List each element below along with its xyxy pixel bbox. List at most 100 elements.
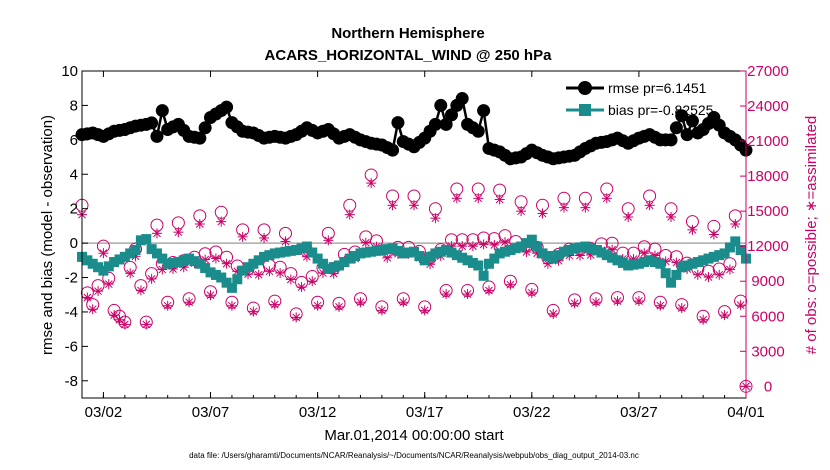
bias-point — [617, 257, 628, 268]
legend-bias-label: bias pr=-0.82525 — [608, 102, 714, 118]
bias-point — [500, 246, 511, 257]
y-right-tick-label: 18000 — [747, 168, 789, 185]
bias-point — [103, 261, 114, 272]
bias-point — [687, 258, 698, 269]
obs-assimilated-point — [275, 268, 286, 279]
obs-assimilated-point — [703, 272, 714, 283]
x-tick-label: 03/07 — [192, 404, 230, 421]
obs-assimilated-point — [505, 279, 516, 290]
bias-point — [141, 234, 152, 245]
rmse-point — [150, 129, 164, 143]
rmse-point — [391, 116, 405, 130]
bias-point — [151, 248, 162, 259]
bias-point — [457, 252, 468, 263]
bias-point — [376, 244, 387, 255]
y-axis-left: -8 -6 -4 -2 0 2 4 6 8 10 — [61, 63, 88, 390]
bias-point — [633, 258, 644, 269]
obs-assimilated-point — [259, 233, 270, 244]
legend-bias-marker — [579, 104, 591, 116]
y-tick-label: 4 — [70, 166, 78, 183]
x-axis-label: Mar.01,2014 00:00:00 start — [324, 427, 504, 444]
bias-point — [537, 248, 548, 259]
obs-assimilated-point — [291, 312, 302, 323]
bias-point — [628, 259, 639, 270]
bias-point — [735, 244, 746, 255]
obs-assimilated-point — [253, 269, 264, 280]
bias-point — [430, 248, 441, 259]
bias-point — [168, 257, 179, 268]
bias-point — [184, 253, 195, 264]
bias-point — [296, 243, 307, 254]
bias-point — [360, 247, 371, 258]
bias-point — [521, 238, 532, 249]
y-tick-label: -2 — [65, 270, 78, 287]
bias-point — [714, 250, 725, 261]
bias-point — [237, 265, 248, 276]
x-axis: 03/02 03/07 03/12 03/17 03/22 03/27 04/01 — [81, 71, 765, 421]
obs-assimilated-point — [612, 296, 623, 307]
obs-assimilated-point — [644, 200, 655, 211]
bias-point — [344, 253, 355, 264]
y-right-tick-label: 3000 — [751, 343, 784, 360]
y-right-tick-label: 15000 — [747, 203, 789, 220]
bias-point — [98, 265, 109, 276]
bias-point — [339, 257, 350, 268]
obs-assimilated-point — [580, 202, 591, 213]
bias-point — [575, 242, 585, 253]
obs-assimilated-point — [687, 224, 698, 235]
bias-point — [259, 251, 270, 262]
rmse-point — [664, 133, 678, 147]
bias-point — [253, 255, 264, 266]
obs-assimilated-point — [141, 319, 152, 330]
obs-assimilated-point — [692, 269, 703, 280]
bias-point — [387, 243, 398, 254]
bias-point — [93, 262, 104, 273]
obs-assimilated-point — [334, 301, 345, 312]
obs-assimilated-point — [698, 314, 709, 325]
y-tick-label: -4 — [65, 304, 78, 321]
obs-assimilated-point — [591, 297, 602, 308]
bias-point — [596, 247, 607, 258]
obs-assimilated-point — [569, 298, 580, 309]
rmse-point — [428, 117, 442, 131]
obs-assimilated-point — [146, 273, 157, 284]
bias-point — [232, 274, 243, 285]
bias-point — [125, 248, 136, 259]
obs-assimilated-point — [119, 319, 130, 330]
bias-point — [355, 248, 366, 259]
obs-assimilated-point — [355, 297, 366, 308]
obs-assimilated-point — [103, 279, 114, 290]
legend: rmse pr=6.1451 bias pr=-0.82525 — [566, 80, 714, 118]
obs-assimilated-point — [366, 178, 377, 189]
obs-assimilated-point — [537, 208, 548, 219]
obs-assimilated-point — [264, 266, 275, 277]
y-tick-label: 8 — [70, 97, 78, 114]
bias-point — [542, 251, 553, 262]
bias-point — [350, 251, 361, 262]
obs-assimilated-point — [478, 239, 489, 250]
bias-point — [483, 258, 494, 269]
obs-assimilated-point — [489, 240, 500, 251]
bias-point — [580, 241, 591, 252]
bias-point — [660, 268, 671, 279]
bias-point — [226, 282, 237, 293]
rmse-point — [669, 121, 683, 135]
obs-assimilated-point — [676, 303, 687, 314]
bias-point — [264, 250, 275, 261]
bias-point — [301, 241, 312, 252]
obs-assimilated-point — [135, 285, 146, 296]
obs-assimilated-point — [526, 287, 537, 298]
bias-point — [510, 243, 521, 254]
obs-assimilated-point — [312, 300, 323, 311]
obs-assimilated-point — [125, 268, 136, 279]
rmse-point — [220, 100, 234, 114]
bias-point — [548, 253, 559, 264]
y-tick-label: -6 — [65, 338, 78, 355]
obs-assimilated-point — [216, 216, 227, 227]
y-tick-label: 2 — [70, 201, 78, 218]
y-right-tick-label: 21000 — [747, 133, 789, 150]
rmse-point — [145, 116, 159, 130]
bias-point — [591, 244, 602, 255]
bias-point — [269, 248, 280, 259]
obs-assimilated-point — [500, 237, 511, 248]
